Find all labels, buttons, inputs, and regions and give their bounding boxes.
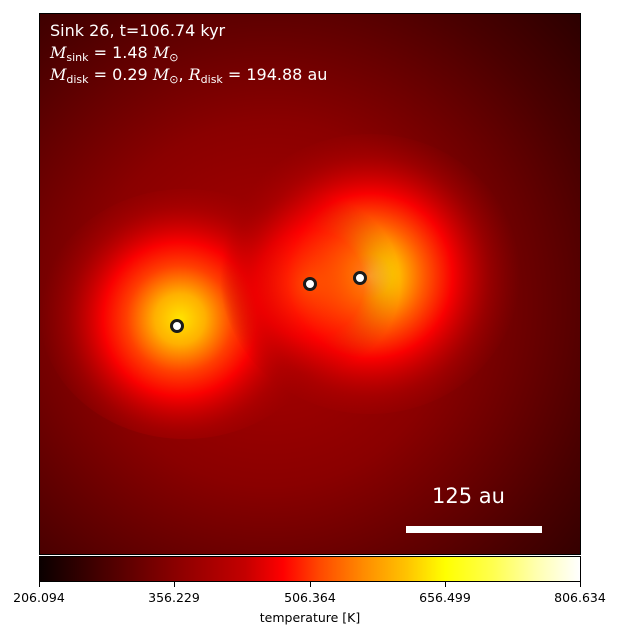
colorbar-label: temperature [K] (259, 610, 361, 625)
colorbar-tick (310, 582, 311, 587)
msink-value: = 1.48 (88, 43, 153, 62)
mdisk-symbol: M (50, 65, 67, 84)
colorbar-tick (39, 582, 40, 587)
separator: , (178, 65, 189, 84)
solar-subscript: ⊙ (169, 51, 179, 64)
msink-symbol: M (50, 43, 67, 62)
sink-marker (170, 319, 184, 333)
scalebar-line (406, 526, 542, 533)
sink-marker (303, 277, 317, 291)
solar-mass-symbol: M (152, 43, 170, 62)
colorbar-tick (445, 582, 446, 587)
colorbar (39, 556, 581, 582)
sink-mass-line: Msink = 1.48 M⊙ (50, 44, 178, 67)
colorbar-tick (174, 582, 175, 587)
mdisk-subscript: disk (66, 73, 89, 86)
mdisk-value: = 0.29 (88, 65, 153, 84)
colorbar-tick-label: 206.094 (13, 590, 65, 605)
colorbar-tick-label: 806.634 (554, 590, 606, 605)
colorbar-tick-label: 356.229 (148, 590, 200, 605)
disk-info-line: Mdisk = 0.29 M⊙, Rdisk = 194.88 au (50, 66, 327, 89)
rdisk-subscript: disk (200, 73, 223, 86)
solar-subscript: ⊙ (169, 73, 179, 86)
colorbar-tick-label: 506.364 (284, 590, 336, 605)
scalebar-label: 125 au (432, 484, 505, 508)
msink-subscript: sink (66, 51, 89, 64)
sink-info-line: Sink 26, t=106.74 kyr (50, 21, 226, 40)
heatmap-image (40, 14, 580, 554)
colorbar-tick (580, 582, 581, 587)
rdisk-value: = 194.88 au (222, 65, 328, 84)
colorbar-tick-label: 656.499 (419, 590, 471, 605)
sink-marker (353, 271, 367, 285)
solar-mass-symbol: M (152, 65, 170, 84)
rdisk-symbol: R (188, 65, 201, 84)
temperature-map: Sink 26, t=106.74 kyr Msink = 1.48 M⊙ Md… (39, 13, 581, 555)
